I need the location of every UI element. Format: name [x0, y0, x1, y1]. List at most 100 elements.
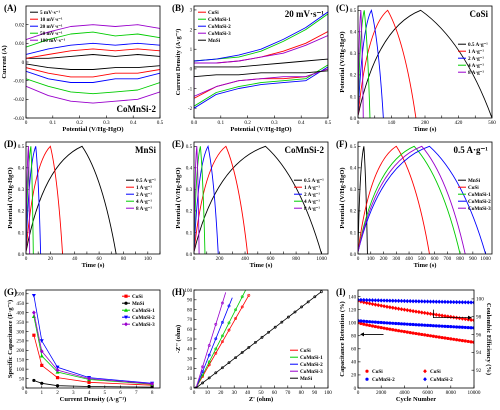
x-tick-label: 1000 [480, 256, 491, 262]
plot-area [358, 9, 492, 118]
legend-label: 4 A·g⁻¹ [468, 63, 484, 69]
y-tick-label: 0.3 [186, 187, 193, 193]
cycle-point-CoSi [385, 327, 389, 331]
legend-label: 2 A·g⁻¹ [304, 192, 320, 198]
cycle-point-CoMnSi-2 [454, 300, 459, 305]
cycle-point-CoMnSi-2 [359, 297, 363, 303]
y-tick-label: 300 [16, 329, 24, 335]
plot-frame [357, 5, 493, 119]
cycle-point-CoMnSi-2 [443, 299, 447, 304]
cycle-point-CoSi [379, 326, 383, 330]
rate-point-CoMnSi-2 [39, 339, 44, 343]
cycle-point-CoSi [359, 321, 363, 326]
legend-label: 2 A·g⁻¹ [136, 192, 152, 198]
nyquist-point [214, 347, 218, 351]
cycle-point-CoMnSi-2 [376, 320, 380, 324]
cycle-point-CoMnSi-2 [405, 322, 409, 326]
x-tick-label: 0 [193, 390, 196, 396]
chart-panel-1: 0.0 0.1 0.2 0.3 0.4 0.5 -2 -1 0 1 2 3 Potential (V/H… [172, 3, 332, 133]
gcd-curve-MnSi [358, 146, 368, 254]
panel-letter: (G) [4, 287, 17, 297]
nyquist-point [313, 295, 317, 299]
cycle-point-CoMnSi-2 [466, 300, 471, 305]
x-tick-label: 0.5 [157, 120, 164, 126]
cycle-point-CoSi [420, 332, 424, 337]
cycle-point-CoMnSi-2 [419, 299, 424, 304]
plot-area [358, 297, 474, 344]
cycle-point-CoSi [434, 312, 439, 317]
gcd-curve-CoSi [358, 145, 430, 254]
cycle-point-CoSi [440, 313, 444, 318]
y-tick-label: 0 [22, 386, 25, 392]
cycle-point-CoSi [367, 301, 372, 306]
legend-label: 2 A·g⁻¹ [468, 56, 484, 62]
cycle-point-CoMnSi-2 [420, 323, 424, 327]
cycle-point-CoMnSi-2 [469, 300, 473, 305]
cycle-point-CoSi [370, 324, 375, 328]
y-tick-label: 0.2 [350, 73, 357, 79]
y-axis-label: Potential (V/Hg-HgO) [339, 31, 346, 92]
cycle-point-CoSi [452, 337, 456, 341]
cycle-point-CoSi [362, 322, 366, 326]
cycle-point-CoMnSi-2 [463, 300, 468, 305]
rate-point-MnSi [55, 384, 60, 388]
cycle-point-CoSi [434, 335, 438, 339]
plot-frame [357, 141, 493, 255]
x-tick-label: 1000 [316, 256, 327, 262]
panel-letter: (I) [336, 287, 346, 297]
cycle-point-CoMnSi-2 [373, 298, 378, 303]
y-tick-label: 100 [348, 320, 356, 326]
legend-marker-CoMnSi-2 [124, 315, 128, 320]
cycle-point-CoSi [466, 339, 470, 344]
legend-marker-CoSi [124, 294, 128, 298]
legend-marker-CoMnSi-2 [365, 377, 369, 381]
y-tick-label: 0 [22, 60, 25, 66]
y-right-axis-label: Coulombic Efficiency (%) [485, 303, 492, 375]
legend-label: 8 A·g⁻¹ [468, 70, 484, 76]
cv-loop-CoMnSi-1 [194, 13, 328, 107]
nyquist-line-CoMnSi-1 [195, 290, 246, 388]
legend-marker-CoSi [365, 369, 369, 373]
y-tick-label: 0 [190, 67, 193, 73]
cycle-point-CoSi [385, 304, 389, 309]
cycle-point-CoSi [391, 328, 395, 332]
y-tick-label: 90 [187, 298, 193, 304]
cycle-point-CoSi [373, 324, 377, 329]
chart-panel-4: 0 200 400 600 800 1000 0.0 0.1 0.2 0.3 0.4 0.5 Time … [172, 139, 329, 269]
cycle-point-CoMnSi-2 [362, 319, 366, 323]
legend-label: MnSi [132, 301, 145, 307]
y-tick-label: 400 [16, 310, 24, 316]
nyquist-line-CoSi [195, 295, 250, 388]
rate-point-CoSi [32, 333, 36, 337]
cycle-point-CoSi [382, 326, 386, 330]
y-tick-label: 0.5 [186, 144, 193, 150]
y-axis-label: Potential (V/Hg-HgO) [175, 167, 182, 228]
y-tick-label: 0.0 [18, 252, 25, 258]
cycle-point-CoMnSi-2 [446, 299, 450, 305]
cycle-point-CoMnSi-2 [382, 298, 386, 303]
cycle-point-CoMnSi-2 [370, 320, 375, 324]
legend-label: CoSi [372, 369, 383, 375]
legend-marker-MnSi [124, 301, 128, 305]
legend-label: CoSi [208, 10, 219, 16]
legend-label: 0.5 A·g⁻¹ [136, 178, 156, 184]
x-tick-label: 800 [456, 256, 464, 262]
x-axis-label: Z' (ohm) [249, 396, 273, 403]
cycle-point-CoSi [437, 335, 441, 339]
legend-label: CoMnSi-1 [132, 308, 155, 314]
legend-label: CoMnSi-2 [430, 377, 453, 383]
cv-loop-10 mV·s⁻¹ [26, 48, 160, 78]
plot-frame [193, 289, 329, 389]
y-tick-label: 500 [16, 292, 24, 298]
rate-point-CoMnSi-3 [150, 381, 155, 386]
cycle-point-CoMnSi-2 [451, 299, 456, 305]
nyquist-point [207, 376, 211, 380]
chart-panel-7: 0 10 20 30 40 50 60 70 80 90 100 0 10 20 30 40 50 60 70 80 9… [172, 287, 332, 403]
y-tick-label: 1 [190, 47, 193, 53]
x-tick-label: 200 [216, 256, 224, 262]
rate-point-CoMnSi-2 [55, 365, 60, 370]
legend-label: CoSi [468, 185, 479, 191]
